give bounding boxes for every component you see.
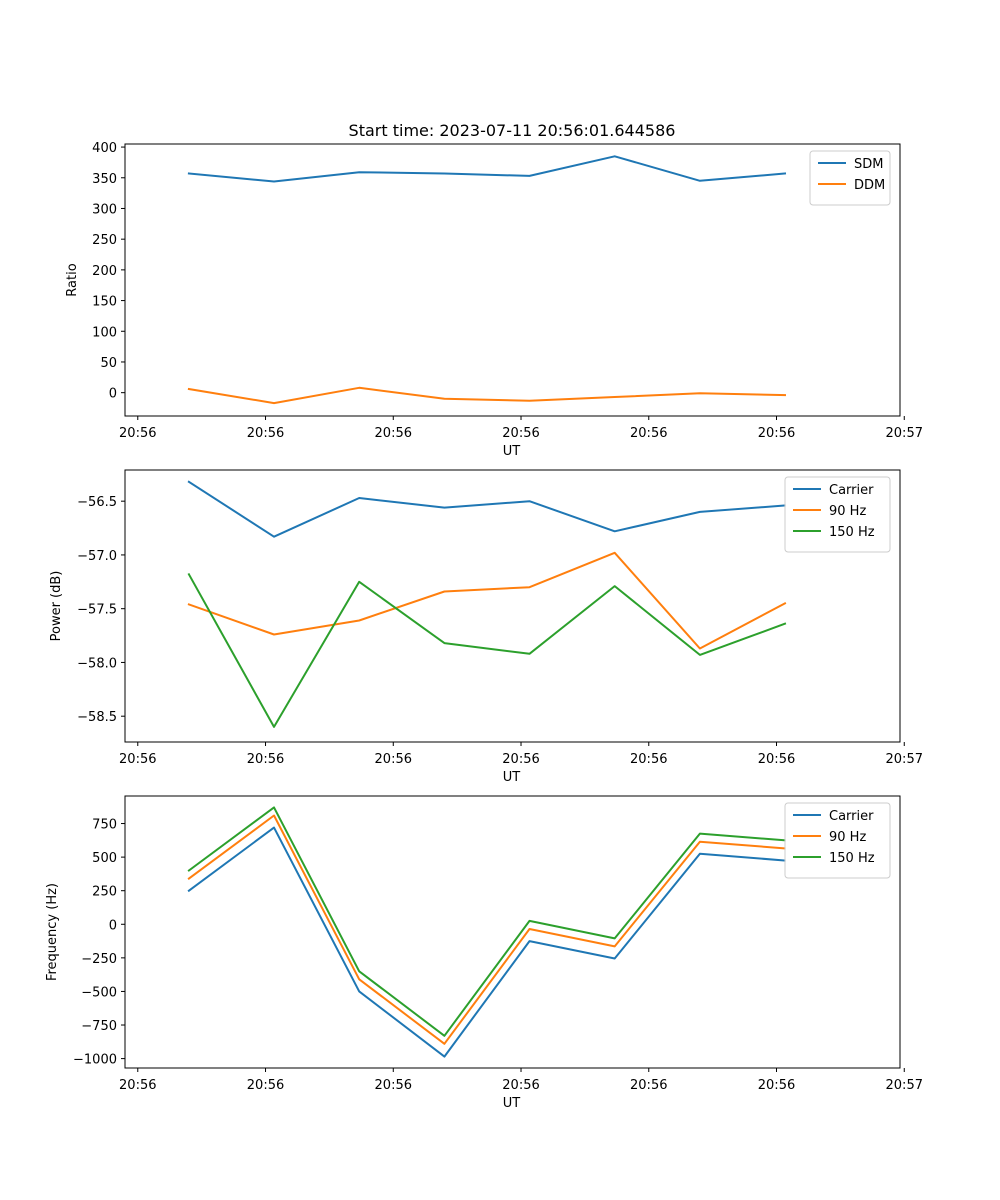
legend-box xyxy=(784,476,891,553)
y-tick-label: −500 xyxy=(81,985,117,1000)
y-tick-label: 250 xyxy=(92,885,117,900)
series-line-sdm xyxy=(187,155,787,183)
x-tick-label: 20:56 xyxy=(247,426,284,441)
y-tick-label: −57.0 xyxy=(77,549,117,564)
x-axis-label: UT xyxy=(503,1096,521,1111)
legend-label: SDM xyxy=(854,157,883,172)
series-line-150-hz xyxy=(187,572,787,728)
axes-frame xyxy=(124,143,901,417)
x-axis-label: UT xyxy=(503,444,521,459)
chart-panels: 20:56 20:56 20:56 20:56 20:56 20:56 20:57 0 50 10… xyxy=(45,141,923,1111)
x-tick-label: 20:56 xyxy=(375,752,412,767)
y-tick-label: 50 xyxy=(100,356,117,371)
axes-frame xyxy=(124,469,901,743)
y-tick-label: 150 xyxy=(92,295,117,310)
legend-box xyxy=(809,150,891,206)
y-tick-label: 300 xyxy=(92,202,117,217)
legend-label: 90 Hz xyxy=(829,830,866,845)
x-tick-label: 20:56 xyxy=(502,426,539,441)
x-tick-label: 20:57 xyxy=(886,426,923,441)
y-tick-label: 250 xyxy=(92,233,117,248)
y-tick-label: 500 xyxy=(92,851,117,866)
legend: SDM DDM xyxy=(809,150,891,206)
chart-panel-1: 20:56 20:56 20:56 20:56 20:56 20:56 20:57 0 50 10… xyxy=(65,141,923,459)
legend: Carrier 90 Hz 150 Hz xyxy=(784,476,891,553)
x-tick-label: 20:56 xyxy=(630,752,667,767)
legend-label: 150 Hz xyxy=(829,525,875,540)
x-tick-label: 20:56 xyxy=(119,1078,156,1093)
legend-label: DDM xyxy=(854,178,885,193)
y-tick-label: 400 xyxy=(92,141,117,156)
y-tick-label: −1000 xyxy=(73,1053,117,1068)
legend-box xyxy=(784,802,891,879)
legend-label: Carrier xyxy=(829,809,874,824)
x-tick-label: 20:56 xyxy=(630,426,667,441)
x-tick-label: 20:56 xyxy=(375,426,412,441)
x-tick-label: 20:56 xyxy=(630,1078,667,1093)
legend-label: 150 Hz xyxy=(829,851,875,866)
axes-frame xyxy=(124,795,901,1069)
y-axis-label: Power (dB) xyxy=(49,571,64,642)
series-line-ddm xyxy=(187,386,787,405)
y-tick-label: −58.5 xyxy=(77,710,117,725)
chart-panel-3: 20:56 20:56 20:56 20:56 20:56 20:56 20:57 −1000… xyxy=(45,795,923,1111)
y-tick-label: 0 xyxy=(109,387,117,402)
legend-label: Carrier xyxy=(829,483,874,498)
y-tick-label: 350 xyxy=(92,172,117,187)
legend: Carrier 90 Hz 150 Hz xyxy=(784,802,891,879)
figure-title: Start time: 2023-07-11 20:56:01.644586 xyxy=(349,121,676,140)
y-tick-label: 0 xyxy=(109,918,117,933)
x-tick-label: 20:56 xyxy=(502,752,539,767)
y-tick-label: 750 xyxy=(92,818,117,833)
x-tick-label: 20:56 xyxy=(119,752,156,767)
chart-panel-2: 20:56 20:56 20:56 20:56 20:56 20:56 20:57 −58.5… xyxy=(49,469,923,785)
x-tick-label: 20:56 xyxy=(375,1078,412,1093)
y-tick-label: −750 xyxy=(81,1019,117,1034)
x-tick-label: 20:56 xyxy=(758,752,795,767)
y-tick-label: −58.0 xyxy=(77,656,117,671)
x-tick-label: 20:56 xyxy=(247,752,284,767)
y-axis-label: Ratio xyxy=(65,263,80,296)
x-tick-label: 20:56 xyxy=(119,426,156,441)
x-tick-label: 20:56 xyxy=(247,1078,284,1093)
series-line-150-hz xyxy=(187,806,787,1037)
x-tick-label: 20:56 xyxy=(502,1078,539,1093)
y-tick-label: −250 xyxy=(81,952,117,967)
legend-label: 90 Hz xyxy=(829,504,866,519)
x-tick-label: 20:57 xyxy=(886,752,923,767)
y-tick-label: −56.5 xyxy=(77,495,117,510)
y-tick-label: 100 xyxy=(92,325,117,340)
series-line-carrier xyxy=(187,480,787,538)
y-tick-label: −57.5 xyxy=(77,603,117,618)
series-line-90-hz xyxy=(187,814,787,1045)
x-tick-label: 20:56 xyxy=(758,1078,795,1093)
series-line-carrier xyxy=(187,826,787,1058)
x-tick-label: 20:57 xyxy=(886,1078,923,1093)
y-axis-label: Frequency (Hz) xyxy=(45,883,60,981)
series-line-90-hz xyxy=(187,551,787,650)
y-tick-label: 200 xyxy=(92,264,117,279)
x-tick-label: 20:56 xyxy=(758,426,795,441)
x-axis-label: UT xyxy=(503,770,521,785)
